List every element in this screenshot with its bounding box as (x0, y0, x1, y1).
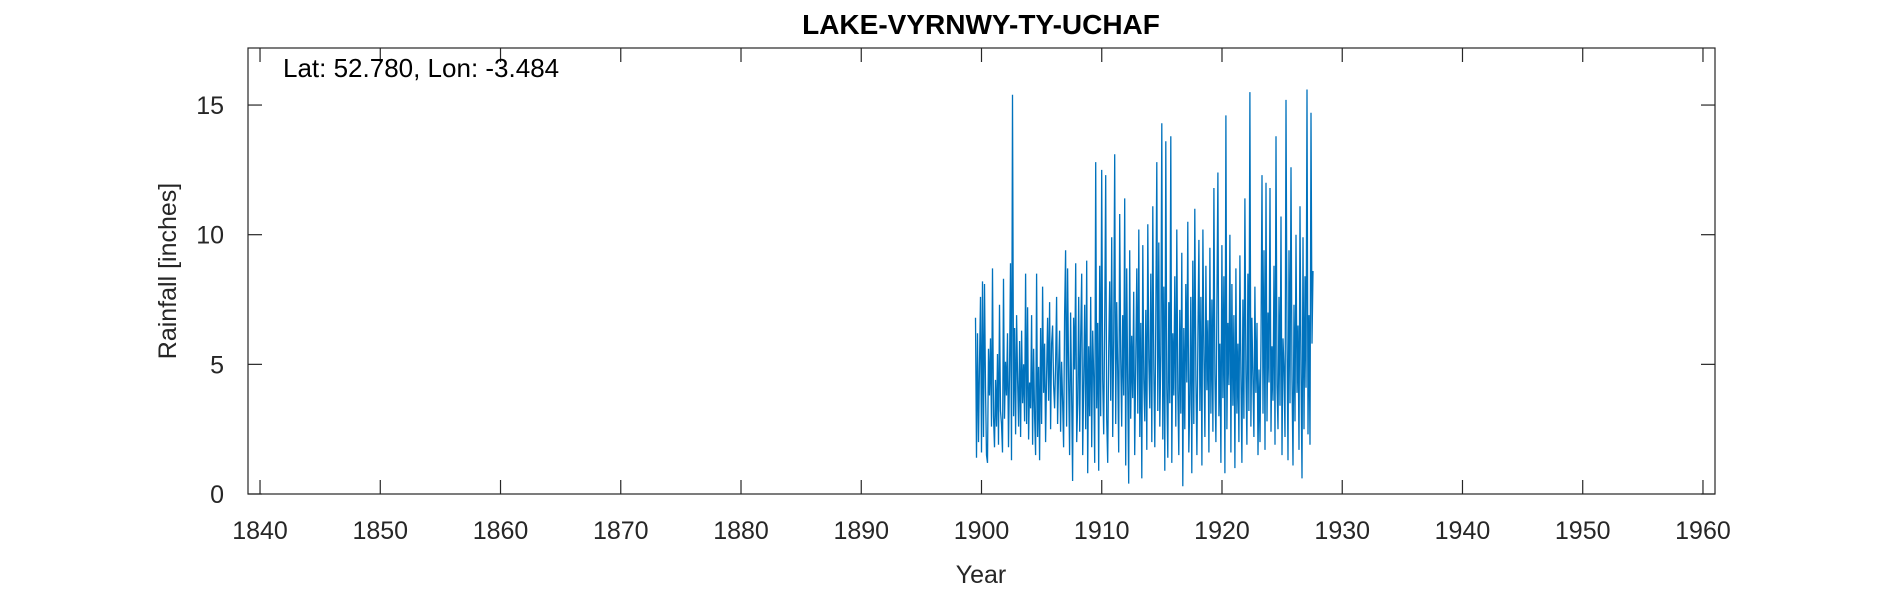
x-tick-label: 1960 (1675, 517, 1731, 545)
x-tick-label: 1920 (1194, 517, 1250, 545)
y-tick-label: 5 (210, 351, 224, 379)
y-axis-label: Rainfall [inches] (154, 183, 182, 359)
x-tick-label: 1950 (1555, 517, 1611, 545)
x-axis: 1840 1850 1860 1870 1880 1890 1900 1910 1920 1930… (232, 48, 1731, 545)
series-line-rainfall (974, 89, 1314, 487)
x-tick-label: 1900 (954, 517, 1010, 545)
x-tick-label: 1910 (1074, 517, 1130, 545)
x-tick-label: 1880 (713, 517, 769, 545)
x-tick-label: 1890 (833, 517, 889, 545)
x-tick-label: 1940 (1435, 517, 1491, 545)
y-tick-label: 10 (196, 222, 224, 250)
x-tick-label: 1850 (352, 517, 408, 545)
x-tick-label: 1860 (473, 517, 529, 545)
x-axis-label: Year (956, 561, 1007, 589)
chart-title: LAKE-VYRNWY-TY-UCHAF (802, 9, 1160, 40)
location-annotation: Lat: 52.780, Lon: -3.484 (283, 53, 559, 83)
x-tick-label: 1870 (593, 517, 649, 545)
x-tick-label: 1840 (232, 517, 288, 545)
y-tick-label: 0 (210, 481, 224, 509)
x-tick-label: 1930 (1314, 517, 1370, 545)
y-axis: 0 5 10 15 (196, 92, 1715, 509)
y-tick-label: 15 (196, 92, 224, 120)
